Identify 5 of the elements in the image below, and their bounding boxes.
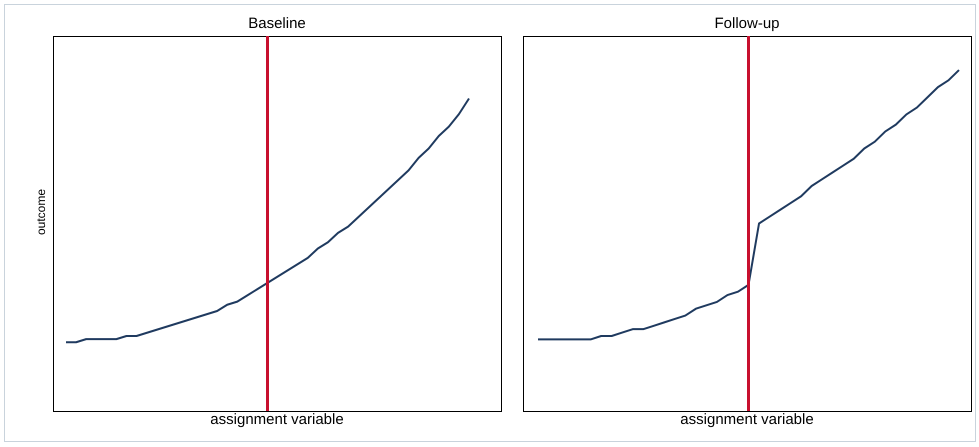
x-axis-title: assignment variable — [209, 411, 345, 428]
chart-title: Baseline — [247, 15, 307, 32]
x-axis-title: assignment variable — [679, 411, 815, 428]
chart-title: Follow-up — [713, 15, 781, 32]
y-axis-title: outcome — [34, 188, 48, 238]
